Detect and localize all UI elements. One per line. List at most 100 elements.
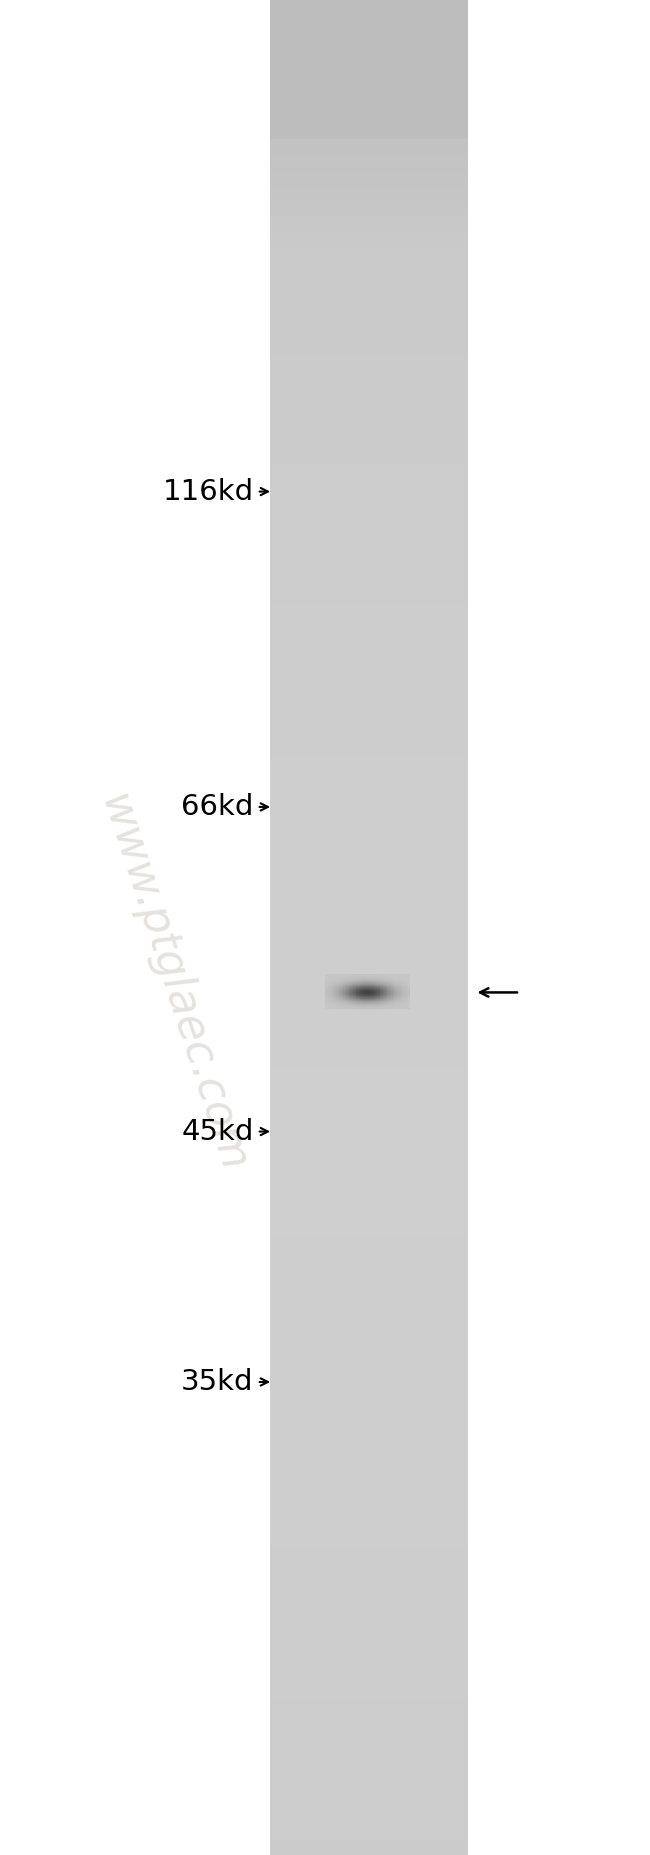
Bar	[371, 983, 374, 985]
Bar	[407, 1004, 409, 1005]
Bar	[380, 976, 382, 979]
Bar	[383, 998, 385, 1002]
Bar	[391, 991, 393, 992]
Bar	[338, 998, 340, 1000]
Bar	[383, 1005, 385, 1007]
Bar	[358, 991, 359, 992]
Bar	[406, 976, 408, 978]
Bar	[376, 981, 378, 983]
Bar	[404, 1005, 406, 1009]
Bar	[352, 989, 354, 992]
Bar	[394, 976, 396, 978]
Bar	[395, 976, 397, 978]
Bar	[349, 976, 351, 979]
Bar	[343, 1000, 345, 1004]
Bar	[341, 1005, 343, 1007]
Bar	[338, 983, 340, 985]
Bar	[367, 991, 369, 992]
Bar	[402, 1000, 404, 1002]
Bar	[333, 1004, 335, 1005]
Bar	[391, 1002, 393, 1004]
Bar	[383, 981, 385, 983]
Bar	[395, 974, 397, 978]
Bar	[335, 1002, 337, 1004]
Bar	[398, 992, 400, 994]
Bar	[329, 985, 332, 989]
Bar	[387, 992, 389, 994]
Bar	[373, 987, 375, 989]
Bar	[394, 974, 396, 978]
Bar	[394, 1000, 396, 1002]
Bar	[398, 1004, 400, 1005]
Bar	[336, 998, 338, 1002]
Bar	[371, 976, 374, 978]
Bar	[376, 998, 378, 1002]
Bar	[366, 992, 368, 994]
Bar	[396, 979, 399, 981]
Bar	[360, 985, 362, 987]
Bar	[365, 996, 367, 998]
Bar	[367, 1005, 369, 1007]
Bar	[344, 989, 347, 991]
Bar	[407, 983, 409, 985]
Bar	[369, 983, 370, 985]
Bar	[353, 989, 355, 991]
Bar	[339, 985, 341, 989]
Bar	[371, 987, 374, 989]
Bar	[346, 981, 348, 983]
Bar	[342, 976, 344, 979]
Bar	[329, 992, 332, 994]
Bar	[339, 976, 341, 978]
Bar	[388, 992, 391, 994]
Bar	[336, 989, 338, 992]
Bar	[400, 978, 402, 979]
Bar	[331, 1000, 333, 1002]
Bar	[406, 981, 408, 983]
Bar	[361, 992, 363, 994]
Bar	[348, 998, 350, 1002]
Bar	[407, 985, 409, 989]
Bar	[350, 981, 352, 983]
Bar	[344, 987, 347, 989]
Bar	[393, 983, 395, 985]
Bar	[374, 994, 376, 996]
Bar	[385, 983, 387, 985]
Bar	[344, 996, 347, 1000]
Bar	[394, 989, 396, 992]
Bar	[326, 996, 328, 998]
Bar	[402, 979, 404, 981]
Bar	[329, 989, 332, 992]
Bar	[388, 1004, 391, 1005]
Bar	[358, 989, 359, 991]
Bar	[391, 976, 393, 979]
Bar	[350, 1004, 352, 1005]
Bar	[339, 1000, 341, 1002]
Bar	[344, 998, 347, 1002]
Bar	[382, 1004, 383, 1005]
Bar	[400, 974, 402, 978]
Bar	[383, 1000, 385, 1002]
Bar	[391, 983, 393, 987]
Bar	[373, 996, 375, 998]
Bar	[376, 1005, 378, 1007]
Bar	[388, 987, 391, 991]
Bar	[365, 985, 367, 987]
Bar	[325, 987, 327, 989]
Bar	[363, 979, 365, 981]
Bar	[356, 992, 358, 994]
Bar	[407, 976, 409, 978]
Bar	[385, 996, 387, 998]
Bar	[371, 994, 374, 996]
Bar	[401, 1007, 403, 1009]
Bar	[394, 976, 396, 979]
Bar	[373, 989, 375, 991]
Bar	[358, 1002, 359, 1004]
Bar	[391, 994, 393, 996]
Bar	[328, 1004, 330, 1005]
Bar	[270, 660, 468, 681]
Bar	[336, 1004, 338, 1005]
Bar	[374, 983, 376, 985]
Bar	[390, 1002, 392, 1004]
Bar	[374, 985, 376, 987]
Bar	[326, 979, 328, 983]
